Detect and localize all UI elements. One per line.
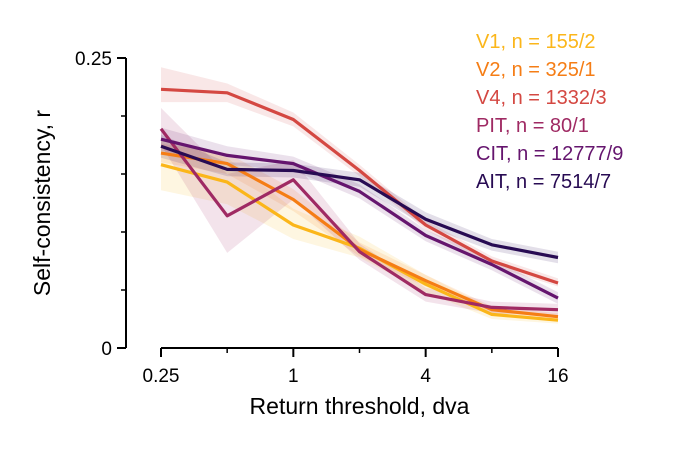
series-lines bbox=[159, 87, 559, 322]
legend-item-0: V1, n = 155/2 bbox=[476, 31, 596, 53]
series-band-4 bbox=[161, 127, 558, 304]
legend-item-5: AIT, n = 7514/7 bbox=[476, 171, 611, 193]
legend-item-3: PIT, n = 80/1 bbox=[476, 115, 589, 137]
legend-item-2: V4, n = 1332/3 bbox=[476, 87, 607, 109]
series-band-0 bbox=[161, 139, 558, 324]
y-tick-label: 0.25 bbox=[75, 49, 112, 70]
x-tick-label: 1 bbox=[288, 366, 299, 387]
series-line-3 bbox=[159, 127, 559, 312]
x-tick-label: 0.25 bbox=[143, 366, 180, 387]
x-axis-label: Return threshold, dva bbox=[250, 393, 470, 419]
series-line-5 bbox=[160, 144, 559, 260]
legend-item-1: V2, n = 325/1 bbox=[476, 59, 596, 81]
series-line-2 bbox=[160, 87, 559, 285]
legend: V1, n = 155/2 V2, n = 325/1 V4, n = 1332/3… bbox=[476, 31, 623, 193]
y-tick-label: 0 bbox=[101, 339, 112, 360]
x-tick-label: 16 bbox=[547, 366, 568, 387]
legend-item-4: CIT, n = 12777/9 bbox=[476, 143, 623, 165]
series-line-4 bbox=[160, 137, 559, 300]
series-band-1 bbox=[161, 143, 558, 321]
ticks: 0.25 1 4 16 0 0.25 bbox=[75, 49, 569, 387]
series-band-2 bbox=[161, 67, 558, 287]
series-band-3 bbox=[161, 107, 558, 316]
y-axis-label: Self-consistency, r bbox=[29, 110, 55, 297]
x-tick-label: 4 bbox=[420, 366, 431, 387]
